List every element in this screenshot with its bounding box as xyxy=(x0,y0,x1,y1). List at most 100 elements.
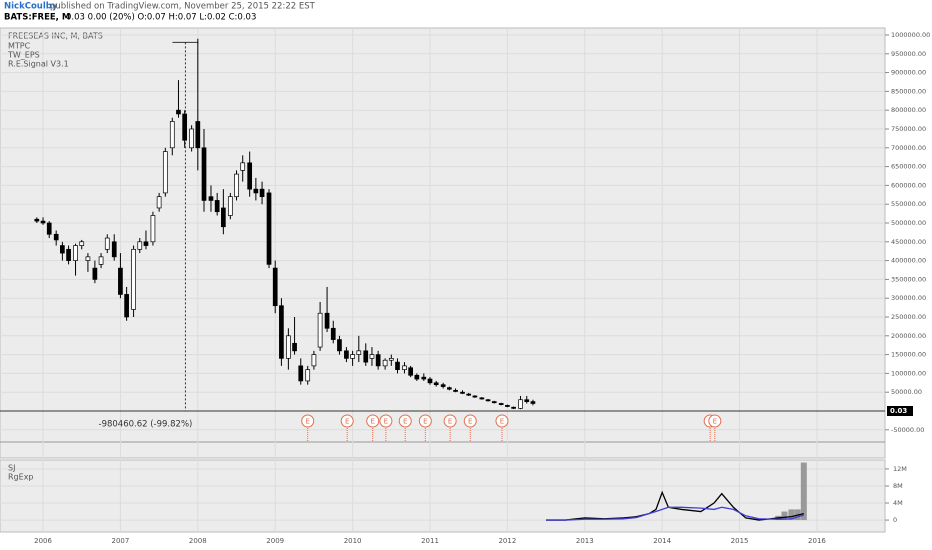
candle-body xyxy=(92,267,98,280)
candle-body xyxy=(118,267,123,295)
candle-body xyxy=(34,218,40,222)
candle-body xyxy=(402,365,407,370)
y-tick-label: 450000.00 xyxy=(891,238,926,246)
candle-body xyxy=(518,399,523,409)
earnings-marker xyxy=(495,414,509,428)
candle-body xyxy=(433,382,439,386)
x-tick-label: 2014 xyxy=(653,537,671,545)
candle-body xyxy=(214,200,220,213)
candle-body xyxy=(137,241,143,250)
candle-body xyxy=(189,128,194,149)
candle-body xyxy=(414,374,420,380)
volume-bar xyxy=(800,462,807,521)
earnings-marker xyxy=(340,414,354,428)
y-tick-label: 600000.00 xyxy=(891,181,926,189)
y-tick-label: 250000.00 xyxy=(891,313,926,321)
y-tick-label: 400000.00 xyxy=(891,257,926,265)
earnings-label: E xyxy=(468,418,472,426)
x-tick-label: 2011 xyxy=(421,537,439,545)
candle-body xyxy=(79,241,85,246)
y-tick-label: 900000.00 xyxy=(891,69,926,77)
candle-body xyxy=(247,162,253,190)
earnings-label: E xyxy=(448,418,452,426)
candle-body xyxy=(511,406,516,409)
last-price-box xyxy=(887,405,913,416)
candle-body xyxy=(156,196,162,209)
candle-body xyxy=(98,256,104,265)
earnings-marker xyxy=(443,414,457,428)
y-tick-label: 150000.00 xyxy=(891,351,926,359)
y-tick-label: 50000.00 xyxy=(891,388,922,396)
author[interactable]: NickCoulby xyxy=(4,2,58,12)
candle-body xyxy=(266,192,272,265)
y-tick-label: 750000.00 xyxy=(891,125,926,133)
candle-body xyxy=(221,207,226,228)
candle-body xyxy=(453,389,458,392)
y-tick-label: 850000.00 xyxy=(891,87,926,95)
y-tick-label: 8M xyxy=(893,482,903,490)
candle-body xyxy=(356,350,362,355)
candle-body xyxy=(259,188,265,198)
candle-body xyxy=(460,391,465,394)
quote: 0.03 0.00 (20%) O:0.07 H:0.07 L:0.02 C:0… xyxy=(66,13,256,23)
candle-body xyxy=(472,395,478,398)
x-tick-label: 2015 xyxy=(731,537,749,545)
candle-body xyxy=(176,109,181,115)
candle-body xyxy=(53,233,59,241)
candle-body xyxy=(375,354,381,367)
candle-body xyxy=(60,245,65,254)
candle-body xyxy=(479,397,485,400)
candle-body xyxy=(124,294,129,318)
earnings-label: E xyxy=(423,418,427,426)
candle-body xyxy=(330,327,336,340)
candle-body xyxy=(104,237,110,250)
earnings-label: E xyxy=(500,418,504,426)
candle-body xyxy=(46,222,52,235)
earnings-marker xyxy=(418,414,432,428)
series-line xyxy=(546,506,805,521)
earnings-marker xyxy=(301,414,315,428)
candle-body xyxy=(85,256,91,261)
candle-body xyxy=(201,147,207,201)
candle-body xyxy=(169,121,175,149)
indicator-label: TW_EPS xyxy=(7,51,40,60)
x-tick-label: 2008 xyxy=(189,537,207,545)
candle-body xyxy=(505,405,510,407)
y-tick-label: 350000.00 xyxy=(891,275,926,283)
candle-body xyxy=(40,220,46,224)
measure-label: -980460.62 (-99.82%) xyxy=(99,419,193,429)
y-tick-label: 100000.00 xyxy=(891,369,926,377)
candle-body xyxy=(491,401,497,404)
candle-body xyxy=(382,359,388,367)
candle-body xyxy=(305,369,311,382)
candle-body xyxy=(530,401,536,404)
volume-bar xyxy=(788,509,795,521)
earnings-label: E xyxy=(305,418,309,426)
x-tick-label: 2012 xyxy=(498,537,516,545)
x-tick-label: 2007 xyxy=(112,537,130,545)
candle-body xyxy=(369,354,375,359)
earnings-label: E xyxy=(403,418,407,426)
candle-body xyxy=(195,121,201,149)
candle-body xyxy=(182,113,188,141)
last-price-label: 0.03 xyxy=(890,407,907,415)
candle-body xyxy=(466,393,472,396)
candle-body xyxy=(440,384,446,387)
candle-body xyxy=(388,358,394,361)
main-pane xyxy=(0,27,886,459)
candle-body xyxy=(408,367,414,376)
y-tick-label: 800000.00 xyxy=(891,106,926,114)
y-tick-label: 4M xyxy=(893,499,903,507)
candle-body xyxy=(485,399,491,402)
indicator-label: SJ xyxy=(8,464,15,473)
earnings-label: E xyxy=(384,418,388,426)
candle-body xyxy=(131,248,136,310)
symbol: BATS:FREE, M xyxy=(4,13,70,23)
candle-body xyxy=(240,162,246,171)
candle-body xyxy=(298,365,304,382)
candle-body xyxy=(311,354,317,367)
earnings-marker xyxy=(463,414,477,428)
y-tick-label: 200000.00 xyxy=(891,332,926,340)
candle-body xyxy=(208,196,214,201)
